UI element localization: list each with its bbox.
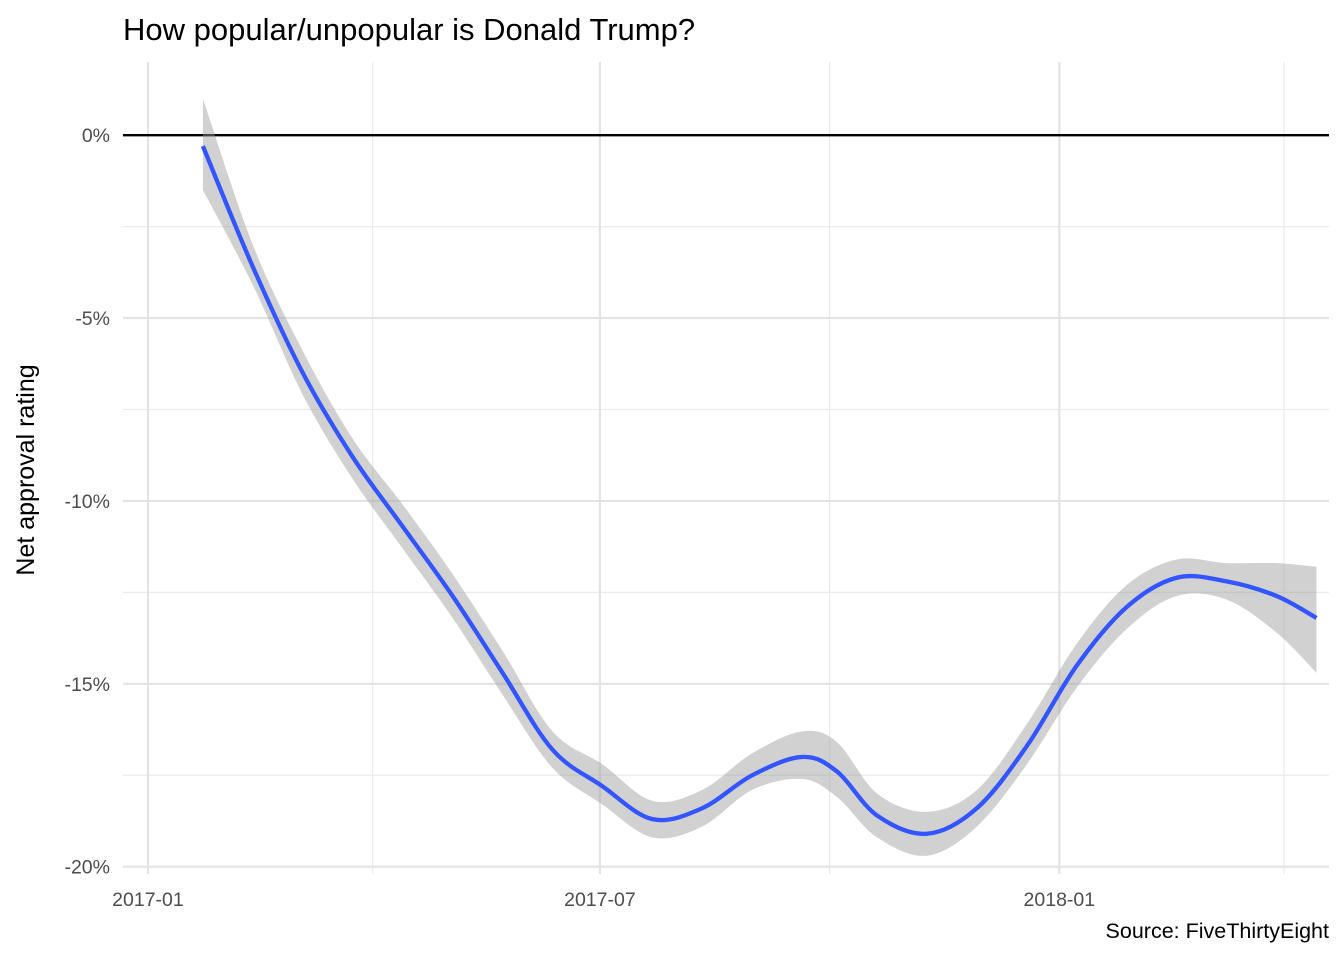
trend-line <box>200 145 1318 836</box>
x-tick-label: 2017-07 <box>564 889 636 911</box>
major-gridlines <box>123 62 1329 874</box>
x-tick-label: 2018-01 <box>1024 889 1096 911</box>
y-tick-label: 0% <box>82 125 110 147</box>
y-tick-label: -15% <box>64 674 110 696</box>
y-axis-ticks: 0% -5% -10% -15% -20% <box>64 125 110 879</box>
x-axis-ticks: 2017-01 2017-07 2018-01 <box>112 889 1095 911</box>
chart-title: How popular/unpopular is Donald Trump? <box>123 12 695 47</box>
y-tick-label: -10% <box>64 491 110 513</box>
confidence-band <box>202 98 1317 856</box>
y-axis-title: Net approval rating <box>12 364 40 575</box>
y-tick-label: -5% <box>75 308 110 330</box>
minor-gridlines <box>123 62 1329 874</box>
chart-caption: Source: FiveThirtyEight <box>1106 919 1329 943</box>
y-tick-label: -20% <box>64 857 110 879</box>
x-tick-label: 2017-01 <box>112 889 184 911</box>
